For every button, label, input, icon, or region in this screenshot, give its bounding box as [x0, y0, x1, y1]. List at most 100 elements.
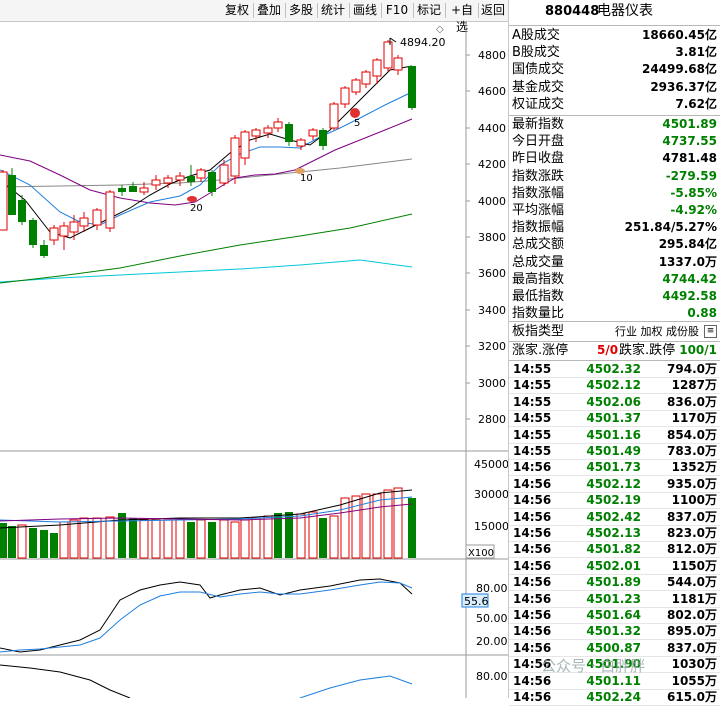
quote-label: B股成交	[512, 45, 560, 61]
kline-y-tick: 3200	[478, 340, 506, 353]
back-button[interactable]: 返回	[480, 3, 505, 17]
tick-time: 14:56	[513, 558, 552, 573]
board-type-options[interactable]: 行业 加权 成份股	[615, 325, 699, 338]
tick-time: 14:56	[513, 460, 552, 475]
price-chart[interactable]: 4800 4600 4400 4200 4000 3800 3600 3400 3200 3000…	[0, 21, 508, 698]
kline-y-tick: 3800	[478, 231, 506, 244]
volume-bar	[129, 518, 137, 558]
tick-row[interactable]: 14:55 4501.49 783.0万	[509, 443, 720, 459]
down-count-value: 100/1	[679, 343, 717, 357]
tick-volume: 544.0万	[667, 575, 717, 590]
tick-time: 14:56	[513, 657, 552, 672]
indicator-y-tick: 50.00	[476, 612, 508, 625]
quote-row: 昨日收盘 4781.48	[511, 150, 719, 167]
tick-row[interactable]: 14:56 4501.23 1181万	[509, 591, 720, 607]
tick-time: 14:56	[513, 476, 552, 491]
tick-price: 4502.12	[586, 378, 641, 393]
up-count-value: 5/0	[597, 343, 619, 357]
tick-price: 4501.11	[586, 673, 641, 688]
tick-row[interactable]: 14:56 4502.19 1100万	[509, 492, 720, 508]
tick-row[interactable]: 14:56 4501.11 1055万	[509, 673, 720, 689]
mark-button[interactable]: 标记	[416, 3, 441, 17]
tick-volume: 837.0万	[667, 640, 717, 655]
tick-time: 14:55	[513, 362, 552, 376]
tick-time: 14:55	[513, 378, 552, 393]
volume-bar	[79, 517, 89, 559]
tick-volume: 935.0万	[667, 476, 717, 491]
ma5-label: 5	[354, 118, 360, 129]
tick-row[interactable]: 14:56 4502.12 935.0万	[509, 476, 720, 492]
volume-bar	[139, 519, 149, 559]
tick-row[interactable]: 14:55 4501.16 854.0万	[509, 427, 720, 443]
tick-time: 14:56	[513, 542, 552, 557]
quote-label: 总成交量	[512, 254, 565, 270]
tick-volume: 1181万	[671, 591, 717, 606]
quote-label: 指数振幅	[512, 220, 565, 236]
quote-label: 最低指数	[512, 289, 565, 304]
panel-menu-icon[interactable]: ≡	[704, 325, 717, 338]
tick-row[interactable]: 14:56 4501.82 812.0万	[509, 541, 720, 557]
tick-row[interactable]: 14:56 4500.87 837.0万	[509, 640, 720, 656]
quote-value: -5.85%	[670, 185, 717, 200]
tick-row[interactable]: 14:56 4502.13 823.0万	[509, 525, 720, 541]
candle-body	[69, 221, 79, 233]
f10-button[interactable]: F10	[385, 3, 409, 17]
candle-body	[219, 164, 229, 184]
tick-row[interactable]: 14:56 4501.90 1030万	[509, 656, 720, 672]
tick-time: 14:55	[513, 444, 552, 458]
candle-body	[49, 227, 59, 241]
volume-y-tick: 45000	[474, 458, 508, 471]
quote-value: 24499.68亿	[641, 62, 717, 77]
tick-row[interactable]: 14:56 4501.89 544.0万	[509, 574, 720, 590]
tick-time: 14:56	[513, 509, 552, 524]
volume-bar	[92, 517, 102, 559]
tick-time: 14:56	[513, 526, 552, 540]
tick-row[interactable]: 14:55 4502.12 1287万	[509, 377, 720, 393]
quote-value: 7.62亿	[675, 96, 717, 111]
tick-time: 14:56	[513, 575, 552, 590]
board-type-label: 板指类型	[512, 324, 565, 339]
kline-y-tick: 4800	[478, 49, 506, 62]
quote-value: 3.81亿	[675, 45, 717, 60]
draw-line-button[interactable]: 画线	[352, 3, 377, 17]
tick-price: 4502.32	[586, 362, 641, 376]
overlay-button[interactable]: 叠加	[256, 3, 281, 17]
kline-y-tick: 4400	[478, 122, 506, 135]
tick-row[interactable]: 14:56 4501.73 1352万	[509, 459, 720, 475]
tick-price: 4501.90	[586, 657, 641, 672]
candle-body	[383, 41, 393, 69]
tick-row[interactable]: 14:55 4501.37 1170万	[509, 410, 720, 426]
tick-row[interactable]: 14:56 4502.42 837.0万	[509, 509, 720, 525]
ma-line-gray	[0, 158, 413, 188]
ma-line-cyan	[0, 259, 413, 283]
down-count-label: 跌家.跌停	[619, 343, 676, 358]
quote-row: 最新指数 4501.89	[511, 116, 719, 133]
tick-price: 4501.64	[586, 608, 641, 622]
quote-value: 0.88	[687, 306, 717, 321]
multi-stock-button[interactable]: 多股	[288, 3, 313, 17]
volume-y-tick: 15000	[474, 520, 508, 533]
volume-bar	[50, 533, 58, 558]
volume-bar	[151, 519, 161, 559]
indicator-line-blue	[0, 581, 413, 653]
volume-bar	[383, 489, 393, 559]
volume-bar	[105, 516, 115, 559]
tick-row[interactable]: 14:55 4502.06 836.0万	[509, 394, 720, 410]
ma20-label: 20	[190, 203, 203, 214]
candle-body	[308, 129, 318, 137]
statistics-button[interactable]: 统计	[320, 3, 345, 17]
volume-bar	[240, 519, 250, 559]
ma10-marker-icon	[295, 168, 305, 174]
quote-value: 4744.42	[662, 271, 717, 286]
fuquan-button[interactable]: 复权	[224, 3, 249, 17]
add-watchlist-button[interactable]: +自选	[450, 3, 474, 34]
tick-row[interactable]: 14:56 4501.32 895.0万	[509, 623, 720, 639]
tick-row[interactable]: 14:55 4502.32 794.0万	[509, 361, 720, 377]
quote-value: 4501.89	[662, 117, 717, 131]
tick-volume: 854.0万	[667, 427, 717, 442]
tick-row[interactable]: 14:56 4502.01 1150万	[509, 558, 720, 574]
volume-bar	[263, 515, 273, 559]
tick-row[interactable]: 14:56 4502.24 615.0万	[509, 689, 720, 705]
tick-time: 14:55	[513, 394, 552, 409]
tick-row[interactable]: 14:56 4501.64 802.0万	[509, 607, 720, 623]
